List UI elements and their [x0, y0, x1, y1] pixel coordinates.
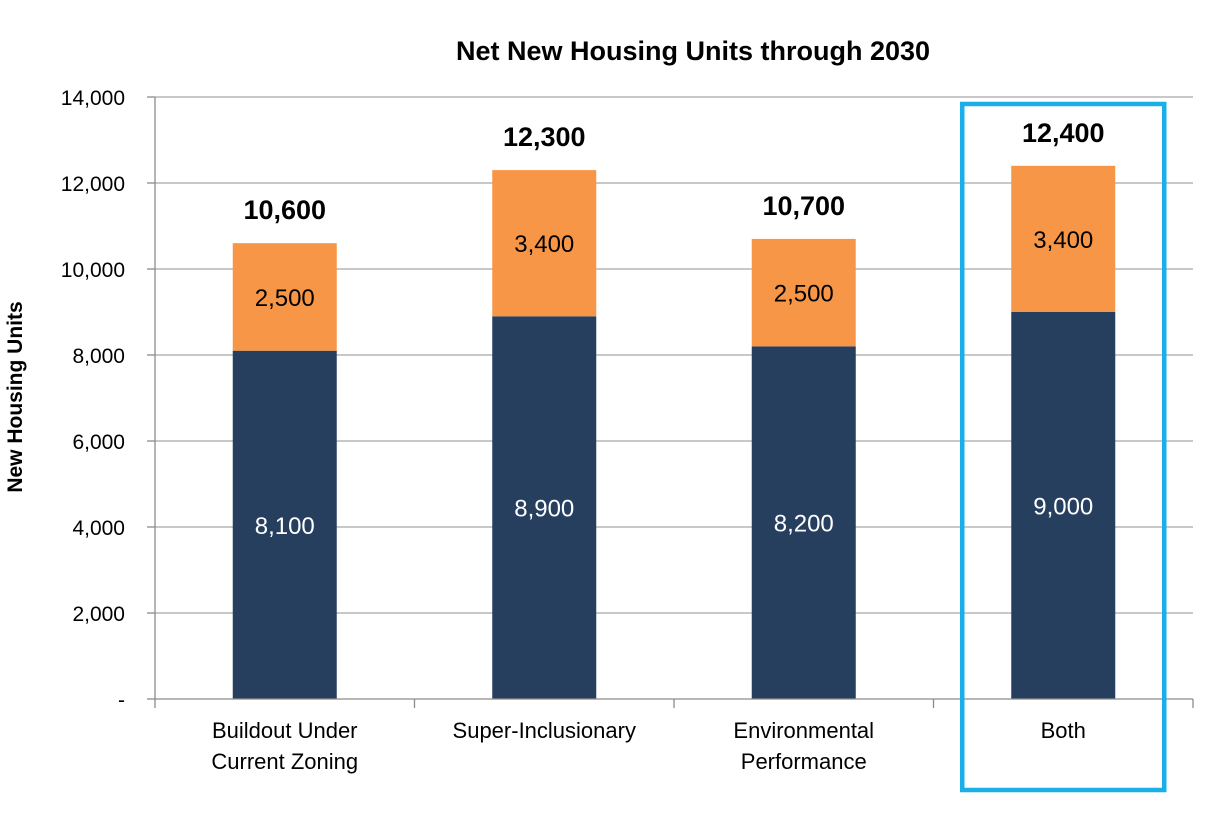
bar-segment [232, 350, 337, 699]
segment-value-label: 3,400 [1033, 227, 1093, 254]
x-axis-tick-labels: Buildout Under Current Zoning Super-Inclus… [211, 718, 1086, 774]
bar-segment [232, 243, 337, 351]
chart-title: Net New Housing Units through 2030 [456, 36, 930, 66]
y-tick-label: 14,000 [61, 87, 125, 110]
y-tick-label: 8,000 [72, 345, 125, 368]
total-value-label: 12,300 [503, 122, 586, 152]
total-value-label: 12,400 [1022, 118, 1105, 148]
y-tick-label: 10,000 [61, 259, 125, 282]
total-value-label: 10,600 [243, 195, 326, 225]
segment-value-label: 8,200 [774, 511, 834, 538]
y-axis-ticks: - 2,000 4,000 6,000 8,000 10,000 12,000 14,000 [61, 87, 125, 712]
x-tick-label: Both [1041, 718, 1086, 743]
y-tick-label: 2,000 [72, 603, 125, 626]
total-value-label: 10,700 [762, 191, 845, 221]
highlight-rectangle [960, 101, 1167, 793]
bar-segment [1011, 312, 1116, 699]
segment-value-label: 3,400 [514, 231, 574, 258]
segment-value-label: 9,000 [1033, 494, 1093, 521]
bar-segment [751, 238, 856, 347]
highlight-box [960, 101, 1167, 793]
x-tick-label: Performance [741, 749, 867, 774]
x-axis [154, 698, 1194, 708]
segment-value-label: 2,500 [774, 281, 834, 308]
segment-value-label: 8,900 [514, 496, 574, 523]
bar-segment [492, 316, 597, 699]
bar-segment [751, 346, 856, 699]
x-tick-label: Current Zoning [211, 749, 358, 774]
x-tick-label: Environmental [733, 718, 874, 743]
bars [232, 165, 1116, 699]
y-axis-label: New Housing Units [4, 301, 27, 492]
segment-labels: 8,100 2,500 8,900 3,400 8,200 2,500 9,000 3,400 [255, 227, 1094, 540]
y-tick-label: - [118, 689, 125, 712]
segment-value-label: 2,500 [255, 285, 315, 312]
total-labels: 10,600 12,300 10,700 12,400 [243, 118, 1104, 225]
y-tick-label: 6,000 [72, 431, 125, 454]
bar-segment [492, 170, 597, 317]
segment-value-label: 8,100 [255, 513, 315, 540]
x-tick-label: Buildout Under [212, 718, 358, 743]
y-tick-label: 12,000 [61, 173, 125, 196]
y-tick-label: 4,000 [72, 517, 125, 540]
x-tick-label: Super-Inclusionary [453, 718, 636, 743]
bar-segment [1011, 165, 1116, 312]
